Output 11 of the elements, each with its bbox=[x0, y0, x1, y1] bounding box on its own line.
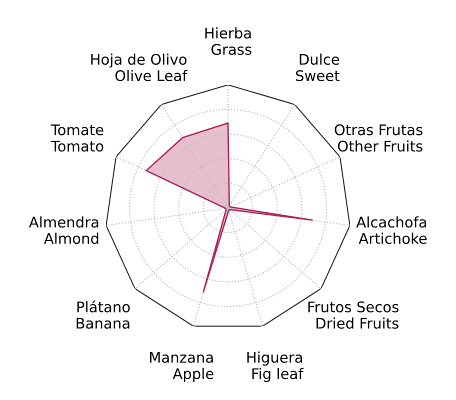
spoke-label: Almendra Almond bbox=[29, 216, 98, 244]
spoke-label: Frutos Secos Dried Fruits bbox=[308, 301, 398, 329]
spoke-label: Dulce Sweet bbox=[296, 54, 340, 82]
spoke-label: Alcachofa Artichoke bbox=[356, 216, 427, 244]
spoke-label: Manzana Apple bbox=[150, 352, 214, 382]
spoke-label: Otras Frutas Other Fruits bbox=[334, 124, 422, 152]
spoke-label: Tomate Tomato bbox=[50, 124, 104, 152]
spoke-label: Higuera Fig leaf bbox=[247, 352, 304, 382]
spoke-label: Hoja de Olivo Olive Leaf bbox=[91, 54, 188, 82]
spoke-label: Plátano Banana bbox=[76, 300, 130, 329]
spoke-label: Hierba Grass bbox=[205, 27, 252, 55]
